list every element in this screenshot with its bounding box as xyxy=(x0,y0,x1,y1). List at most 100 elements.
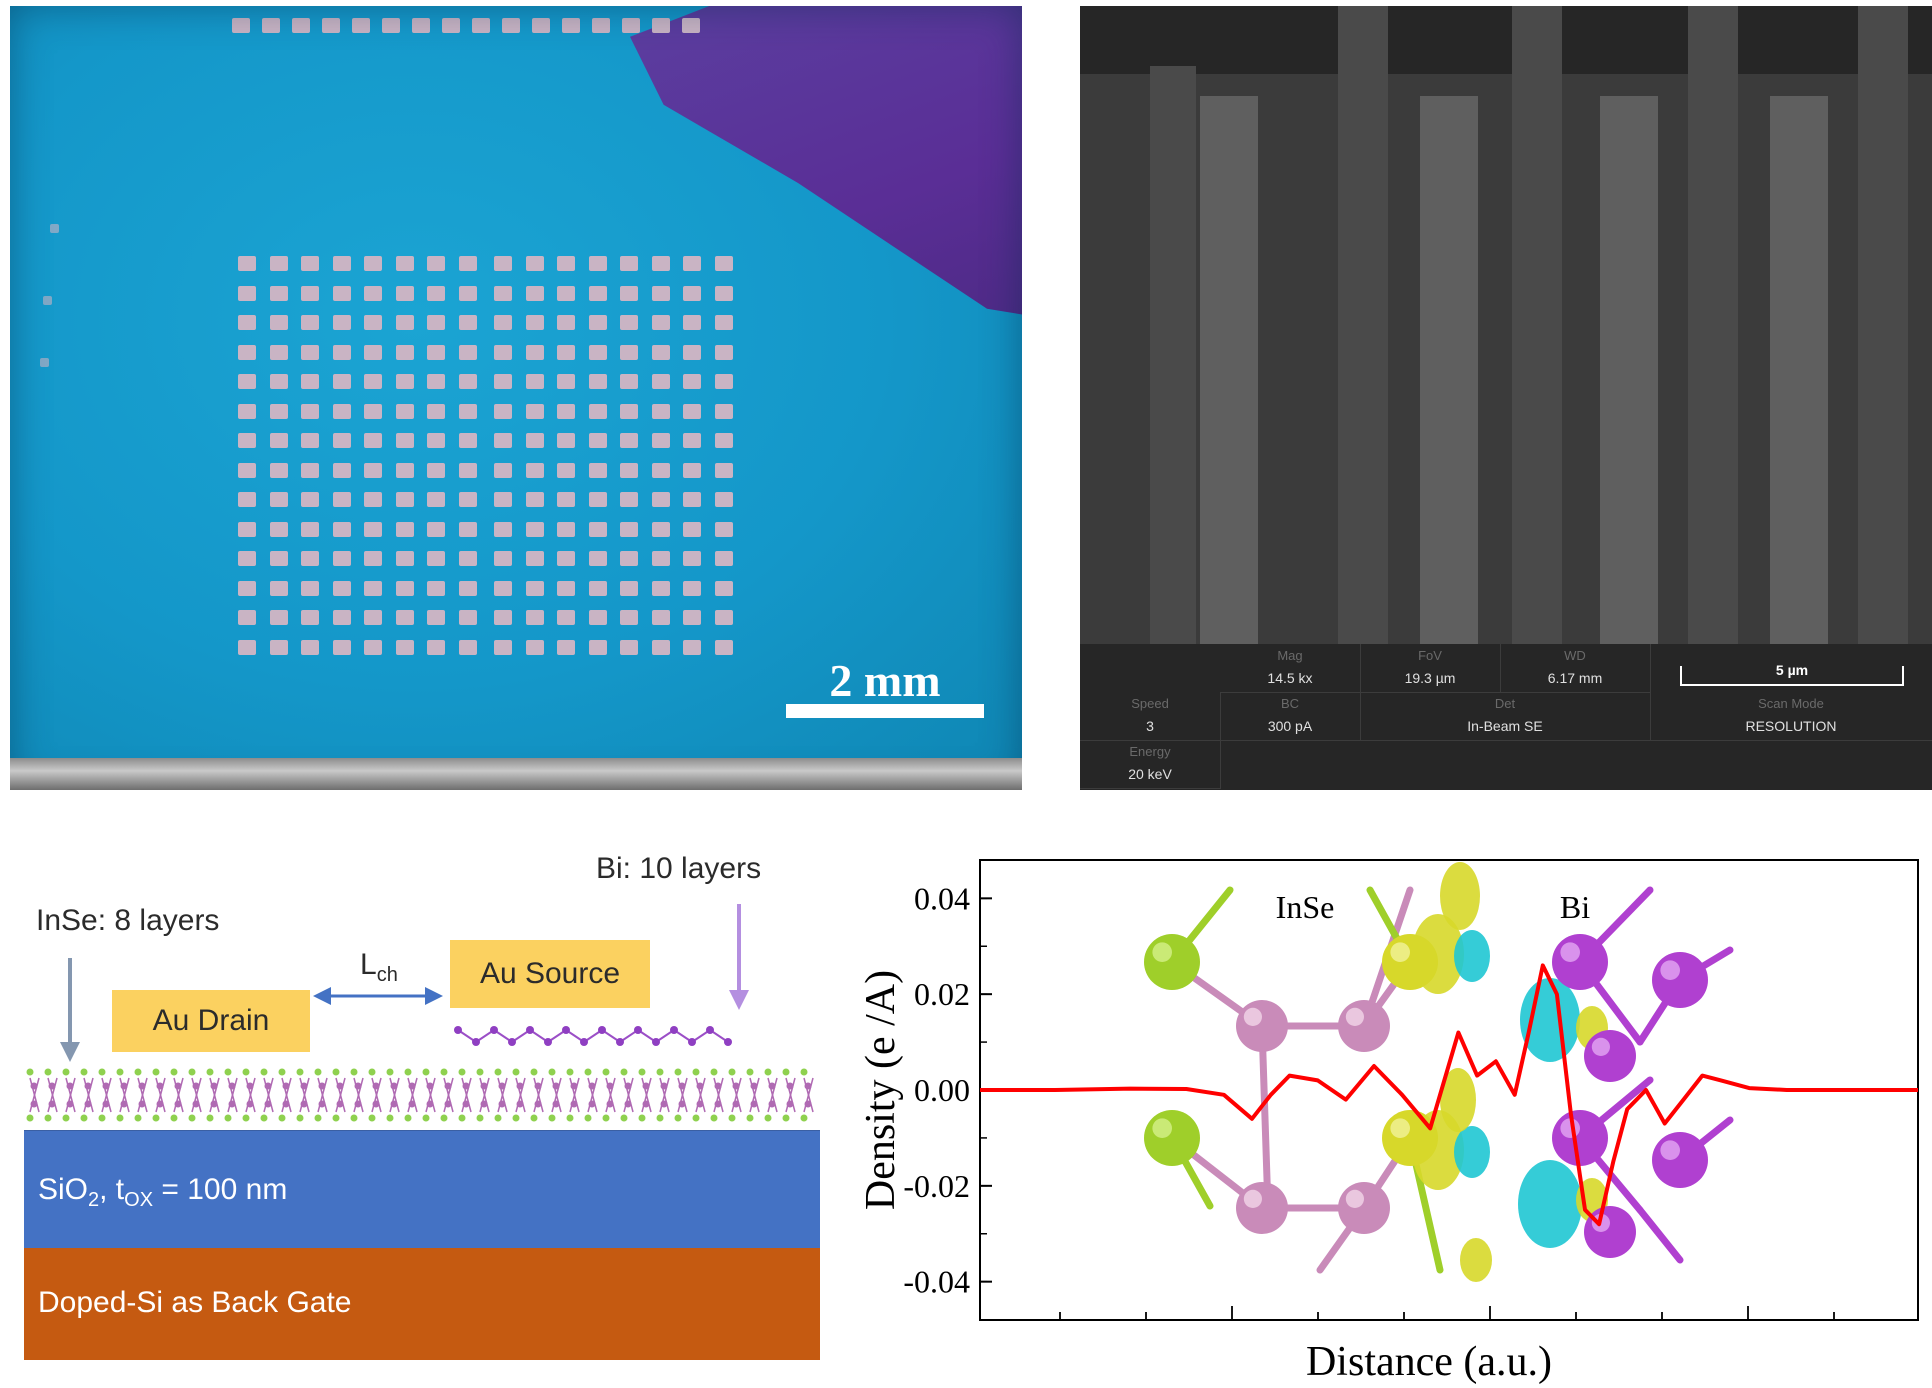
atom xyxy=(1382,934,1438,990)
electrode-pad xyxy=(395,315,414,330)
in-atom xyxy=(102,1100,110,1108)
electrode-pad xyxy=(238,315,256,330)
scale-bar xyxy=(786,704,984,718)
electrode-pad xyxy=(494,462,512,478)
electrode-pad xyxy=(238,285,256,301)
in-atom xyxy=(588,1082,596,1090)
electrode-pad xyxy=(494,551,512,566)
in-atom xyxy=(84,1100,92,1108)
electrode-pad xyxy=(494,433,512,448)
in-atom xyxy=(390,1100,398,1108)
in-atom xyxy=(120,1100,128,1108)
in-atom xyxy=(300,1100,308,1108)
in-atom xyxy=(480,1082,488,1090)
electrode-pad xyxy=(714,344,733,360)
electrode-pad xyxy=(651,580,670,596)
electrode-pad xyxy=(557,610,575,625)
in-atom xyxy=(696,1082,704,1090)
electrode-pad xyxy=(557,462,575,478)
electrode-pad xyxy=(458,492,477,507)
se-atom xyxy=(494,1068,502,1076)
sem-scale-bar-label: 5 µm xyxy=(1775,662,1809,678)
electrode-pad xyxy=(714,315,733,330)
se-atom xyxy=(134,1114,142,1122)
electrode-pad xyxy=(714,403,733,419)
electrode-pad xyxy=(651,610,670,625)
se-atom xyxy=(656,1068,664,1076)
electrode-pad xyxy=(427,403,445,419)
inse-lattice xyxy=(26,1068,814,1122)
in-atom xyxy=(102,1082,110,1090)
density-lobe xyxy=(1440,1068,1476,1132)
electrode-pad xyxy=(620,462,638,478)
electrode-pad xyxy=(301,639,319,655)
electrode-pad xyxy=(620,551,638,566)
electrode-pad xyxy=(332,610,351,625)
in-atom xyxy=(426,1082,434,1090)
density-lobe xyxy=(1440,862,1480,930)
electrode-pad xyxy=(562,18,580,33)
electrode-pad xyxy=(238,256,256,271)
in-atom xyxy=(246,1082,254,1090)
se-atom xyxy=(566,1114,574,1122)
in-atom xyxy=(606,1082,614,1090)
se-atom xyxy=(782,1068,790,1076)
electrode-pad xyxy=(620,580,638,596)
atom xyxy=(1236,1182,1288,1234)
electrode-pad xyxy=(683,285,701,301)
bi-atom xyxy=(544,1038,552,1046)
electrode-pad xyxy=(620,374,638,389)
in-atom xyxy=(48,1100,56,1108)
se-atom xyxy=(530,1114,538,1122)
in-atom xyxy=(696,1100,704,1108)
in-atom xyxy=(354,1100,362,1108)
se-atom xyxy=(584,1068,592,1076)
in-atom xyxy=(336,1100,344,1108)
electrode-pad xyxy=(502,18,520,33)
electrode-pad xyxy=(494,344,512,360)
electrode-pad xyxy=(525,315,544,330)
se-atom xyxy=(602,1068,610,1076)
se-atom xyxy=(674,1114,682,1122)
electrode-pad xyxy=(557,374,575,389)
electrode-pad xyxy=(458,344,477,360)
electrode-pad xyxy=(301,374,319,389)
info-cell: Scan Mode RESOLUTION xyxy=(1650,692,1932,741)
electrode-pad xyxy=(525,521,544,537)
in-atom xyxy=(264,1082,272,1090)
bi-atom xyxy=(508,1038,516,1046)
electrode-pad xyxy=(238,639,256,655)
electrode-pad xyxy=(683,403,701,419)
in-atom xyxy=(552,1082,560,1090)
in-atom xyxy=(246,1100,254,1108)
electrode-pad xyxy=(238,492,256,507)
se-atom xyxy=(764,1068,772,1076)
atom xyxy=(1236,1000,1288,1052)
bi-annotation: Bi xyxy=(1560,889,1590,925)
electrode-pad xyxy=(620,315,638,330)
electrode-pad xyxy=(427,285,445,301)
electrode-pad xyxy=(494,521,512,537)
electrode-pad xyxy=(301,403,319,419)
device-schematic-panel: InSe: 8 layers Bi: 10 layers Lch Au Drai… xyxy=(10,830,830,1388)
electrode-pad xyxy=(714,374,733,389)
electrode-pad xyxy=(683,433,701,448)
electrode-pad xyxy=(620,285,638,301)
se-atom xyxy=(746,1068,754,1076)
electrode-pad xyxy=(651,492,670,507)
electrode-pad xyxy=(557,521,575,537)
electrode-pad xyxy=(364,639,382,655)
se-atom xyxy=(566,1068,574,1076)
electrode-pad xyxy=(395,639,414,655)
se-atom xyxy=(278,1114,286,1122)
bi-atom xyxy=(670,1026,678,1034)
in-atom xyxy=(156,1082,164,1090)
electrode-pad xyxy=(588,374,607,389)
in-atom xyxy=(300,1082,308,1090)
in-atom xyxy=(228,1082,236,1090)
in-atom xyxy=(192,1082,200,1090)
electrode-pad xyxy=(557,256,575,271)
electrode-pad xyxy=(620,610,638,625)
se-atom xyxy=(728,1068,736,1076)
atom xyxy=(1338,1182,1390,1234)
